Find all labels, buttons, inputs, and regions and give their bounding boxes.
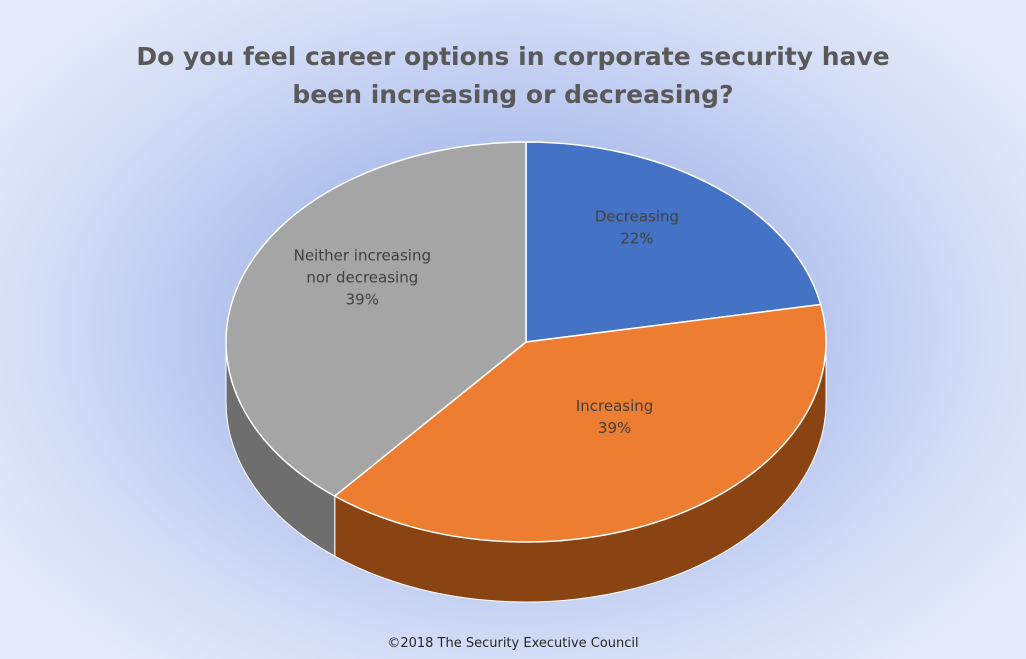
pie-label-layer: Decreasing 22%Increasing 39%Neither increa… bbox=[294, 208, 679, 437]
pie-slice-3 bbox=[225, 141, 527, 497]
pie-slice-2 bbox=[334, 303, 827, 543]
pie-slice-1 bbox=[525, 141, 822, 343]
pie-label-value: 22% bbox=[620, 230, 653, 248]
chart-title: Do you feel career options in corporate … bbox=[136, 42, 890, 109]
pie-label-category: Neither increasing bbox=[294, 247, 431, 265]
pie-label-2: Increasing 39% bbox=[576, 397, 653, 437]
pie-label-value: 39% bbox=[598, 419, 631, 437]
copyright-text: ©2018 The Security Executive Council bbox=[387, 636, 639, 651]
pie-label-category: Decreasing bbox=[595, 208, 679, 226]
pie-label-category: nor decreasing bbox=[306, 269, 418, 287]
pie-label-category: Increasing bbox=[576, 397, 653, 415]
pie-label-value: 39% bbox=[346, 291, 379, 309]
pie-top-layer bbox=[225, 141, 827, 543]
pie-label-1: Decreasing 22% bbox=[595, 208, 679, 248]
pie-label-3: Neither increasing nor decreasing 39% bbox=[294, 247, 431, 309]
